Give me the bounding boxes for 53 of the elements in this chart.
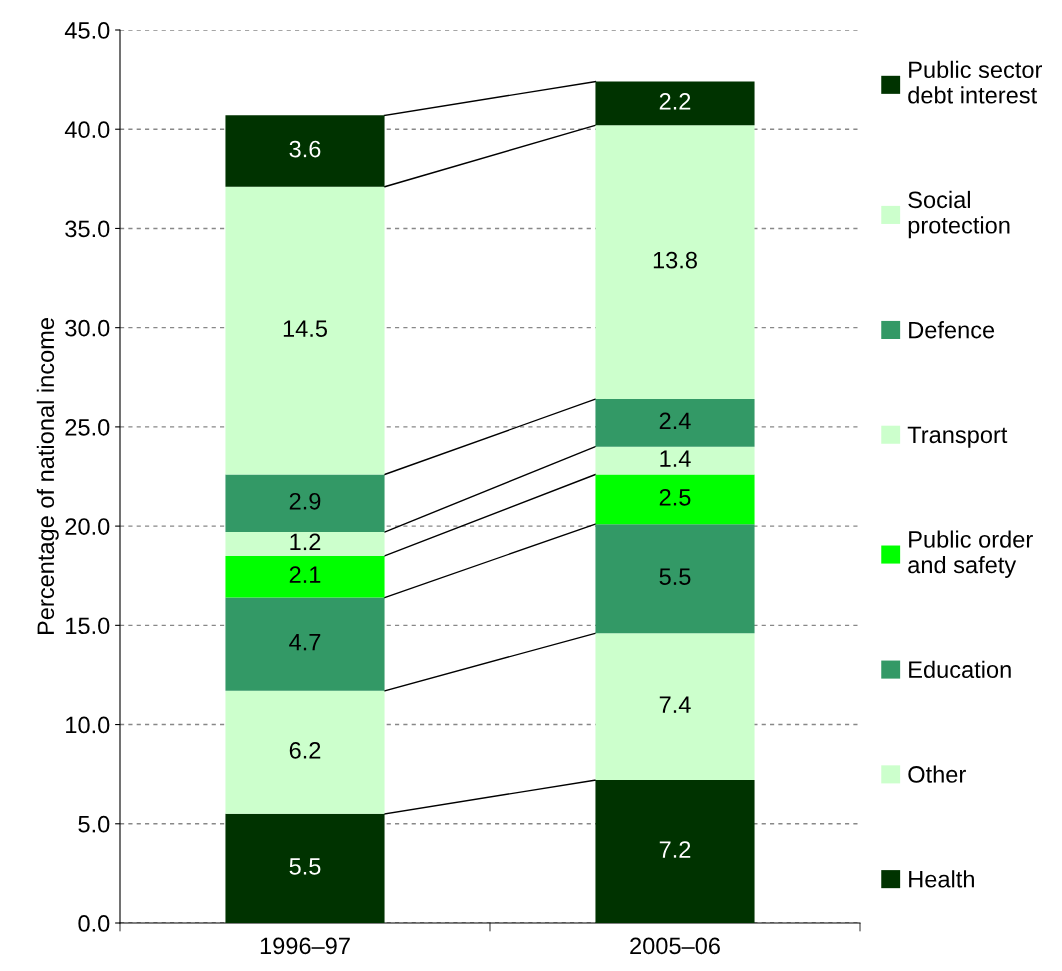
data-label: 6.2 <box>289 741 321 759</box>
y-tick-label: 30.0 <box>65 319 110 337</box>
bar <box>595 633 755 781</box>
legend-label: Transport <box>907 426 1008 448</box>
data-label: 7.4 <box>659 696 691 713</box>
bar <box>225 186 385 475</box>
bar <box>225 555 385 598</box>
x-tick-label: 1996–97 <box>260 937 350 955</box>
y-tick-label: 45.0 <box>64 22 110 39</box>
legend-label: Health <box>909 870 974 888</box>
bar <box>225 474 385 533</box>
data-label: 7.2 <box>659 841 691 858</box>
data-label: 4.7 <box>289 634 321 651</box>
data-label: 2.2 <box>659 93 691 110</box>
bar <box>595 446 755 475</box>
data-label: 13.8 <box>653 251 697 269</box>
data-label: 2.4 <box>659 412 691 430</box>
bar <box>595 524 755 634</box>
data-label: 3.6 <box>289 140 321 158</box>
data-label: 14.5 <box>283 320 327 337</box>
data-label: 5.5 <box>659 568 691 586</box>
x-tick-label: 2005–06 <box>630 937 720 955</box>
y-axis-title: Percentage of national income <box>36 318 59 635</box>
bar <box>225 813 385 923</box>
data-label: 2.5 <box>659 488 691 506</box>
y-tick-label: 40.0 <box>64 121 110 139</box>
legend-label: Education <box>909 660 1011 679</box>
data-label: 1.4 <box>660 450 691 467</box>
data-label: 2.1 <box>289 566 321 583</box>
data-label: 2.9 <box>289 492 321 510</box>
bar <box>225 115 385 187</box>
data-label: 5.5 <box>289 858 321 875</box>
y-tick-label: 15.0 <box>66 617 110 635</box>
bar <box>595 399 755 447</box>
y-tick-label: 20.0 <box>65 518 110 535</box>
bar <box>595 474 755 525</box>
bar <box>595 780 755 923</box>
bar <box>595 81 755 126</box>
legend-label: Public order and safety <box>908 530 1033 578</box>
y-tick-label: 0.0 <box>78 915 110 932</box>
bar <box>225 532 385 556</box>
y-tick-label: 5.0 <box>78 815 110 833</box>
legend-label: Defence <box>909 321 995 339</box>
legend-label: Social protection <box>908 190 1010 239</box>
legend-label: Other <box>908 765 966 783</box>
y-tick-label: 10.0 <box>66 716 110 734</box>
bar <box>225 690 385 814</box>
y-tick-label: 25.0 <box>65 418 110 436</box>
bar <box>595 125 755 400</box>
data-label: 1.2 <box>290 533 321 551</box>
bar <box>225 597 385 691</box>
y-tick-label: 35.0 <box>65 220 110 238</box>
legend-label: Public sector debt interest <box>908 60 1042 104</box>
